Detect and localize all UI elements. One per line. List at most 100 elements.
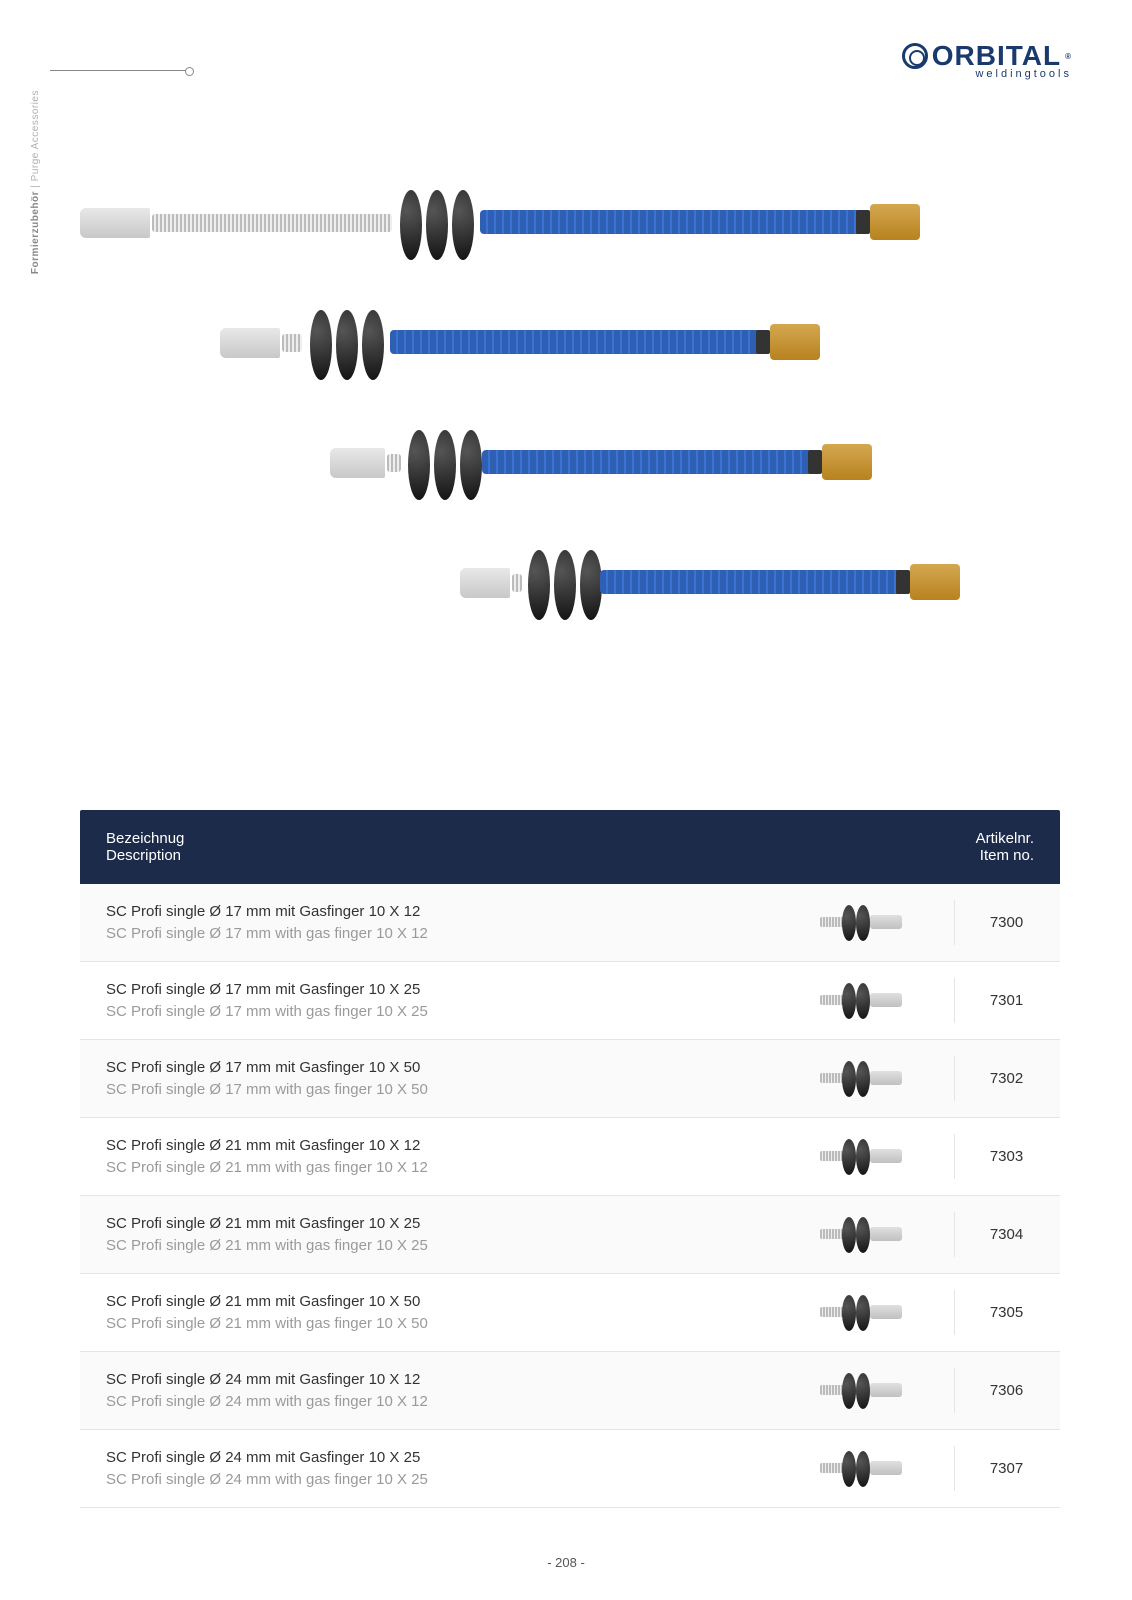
hairline-decoration [50,70,190,71]
row-right: 7303 [820,1134,1034,1179]
desc-en: SC Profi single Ø 17 mm with gas finger … [106,923,428,945]
disc-icon [408,430,430,500]
product-thumb-icon [820,1447,906,1491]
table-row: SC Profi single Ø 17 mm mit Gasfinger 10… [80,884,1060,962]
thumb-spring-icon [820,1073,844,1083]
row-description: SC Profi single Ø 17 mm mit Gasfinger 10… [106,979,428,1023]
row-right: 7300 [820,900,1034,945]
thumb-spring-icon [820,995,844,1005]
row-right: 7301 [820,978,1034,1023]
desc-de: SC Profi single Ø 17 mm mit Gasfinger 10… [106,901,428,923]
table-row: SC Profi single Ø 21 mm mit Gasfinger 10… [80,1196,1060,1274]
side-category-label: Formierzubehör | Purge Accessories [30,90,41,274]
seal-discs-icon [408,430,482,500]
brass-fitting-icon [822,444,872,480]
th-bezeichnung: Bezeichnug [106,830,184,847]
desc-en: SC Profi single Ø 24 mm with gas finger … [106,1391,428,1413]
disc-icon [528,550,550,620]
desc-en: SC Profi single Ø 17 mm with gas finger … [106,1001,428,1023]
side-label-sep: | [30,181,41,191]
thumb-disc-icon [842,1217,856,1253]
thumb-disc-icon [842,1295,856,1331]
thumb-disc-icon [856,1451,870,1487]
table-row: SC Profi single Ø 21 mm mit Gasfinger 10… [80,1274,1060,1352]
disc-icon [310,310,332,380]
disc-icon [554,550,576,620]
desc-en: SC Profi single Ø 24 mm with gas finger … [106,1469,428,1491]
table-header-left: Bezeichnug Description [106,830,184,864]
thumb-diffuser-icon [870,915,902,929]
th-description: Description [106,847,184,864]
logo-registered: ® [1065,52,1072,61]
disc-icon [460,430,482,500]
thumb-disc-icon [842,1139,856,1175]
brass-fitting-icon [870,204,920,240]
row-right: 7305 [820,1290,1034,1335]
row-right: 7304 [820,1212,1034,1257]
thumb-diffuser-icon [870,1461,902,1475]
thumb-disc-icon [856,983,870,1019]
product-table: Bezeichnug Description Artikelnr. Item n… [80,810,1060,1508]
article-number: 7303 [954,1134,1034,1179]
table-row: SC Profi single Ø 17 mm mit Gasfinger 10… [80,962,1060,1040]
row-description: SC Profi single Ø 17 mm mit Gasfinger 10… [106,1057,428,1101]
row-description: SC Profi single Ø 21 mm mit Gasfinger 10… [106,1213,428,1257]
disc-icon [434,430,456,500]
row-description: SC Profi single Ø 17 mm mit Gasfinger 10… [106,901,428,945]
diffuser-icon [80,208,150,238]
thumb-diffuser-icon [870,1071,902,1085]
thumb-disc-icon [856,1217,870,1253]
thumb-spring-icon [820,917,844,927]
brand-logo: ORBITAL ® weldingtools [902,40,1072,80]
thumb-diffuser-icon [870,1305,902,1319]
thumb-disc-icon [856,1061,870,1097]
product-thumb-icon [820,1291,906,1335]
hero-tool-row [80,180,1080,290]
th-itemno: Item no. [976,847,1034,864]
disc-icon [580,550,602,620]
row-description: SC Profi single Ø 24 mm mit Gasfinger 10… [106,1369,428,1413]
desc-en: SC Profi single Ø 17 mm with gas finger … [106,1079,428,1101]
th-artikelnr: Artikelnr. [976,830,1034,847]
page-number: - 208 - [0,1555,1132,1570]
diffuser-icon [460,568,510,598]
desc-de: SC Profi single Ø 24 mm mit Gasfinger 10… [106,1369,428,1391]
article-number: 7306 [954,1368,1034,1413]
table-row: SC Profi single Ø 21 mm mit Gasfinger 10… [80,1118,1060,1196]
logo-subtitle: weldingtools [902,68,1072,80]
spring-icon [387,454,401,472]
thumb-disc-icon [842,1373,856,1409]
row-description: SC Profi single Ø 24 mm mit Gasfinger 10… [106,1447,428,1491]
seal-discs-icon [400,190,474,260]
table-body: SC Profi single Ø 17 mm mit Gasfinger 10… [80,884,1060,1508]
row-description: SC Profi single Ø 21 mm mit Gasfinger 10… [106,1291,428,1335]
thumb-diffuser-icon [870,1227,902,1241]
desc-en: SC Profi single Ø 21 mm with gas finger … [106,1157,428,1179]
row-description: SC Profi single Ø 21 mm mit Gasfinger 10… [106,1135,428,1179]
desc-en: SC Profi single Ø 21 mm with gas finger … [106,1235,428,1257]
product-thumb-icon [820,1135,906,1179]
table-row: SC Profi single Ø 17 mm mit Gasfinger 10… [80,1040,1060,1118]
article-number: 7301 [954,978,1034,1023]
disc-icon [336,310,358,380]
desc-de: SC Profi single Ø 21 mm mit Gasfinger 10… [106,1135,428,1157]
disc-icon [426,190,448,260]
hero-tool-row [80,420,1080,530]
brass-fitting-icon [770,324,820,360]
product-thumb-icon [820,979,906,1023]
gas-hose-icon [600,570,910,594]
thumb-spring-icon [820,1151,844,1161]
row-right: 7302 [820,1056,1034,1101]
article-number: 7307 [954,1446,1034,1491]
desc-de: SC Profi single Ø 21 mm mit Gasfinger 10… [106,1213,428,1235]
desc-de: SC Profi single Ø 17 mm mit Gasfinger 10… [106,979,428,1001]
thumb-spring-icon [820,1385,844,1395]
gas-hose-icon [390,330,770,354]
thumb-disc-icon [842,905,856,941]
diffuser-icon [220,328,280,358]
brass-fitting-icon [910,564,960,600]
thumb-disc-icon [842,1061,856,1097]
desc-de: SC Profi single Ø 17 mm mit Gasfinger 10… [106,1057,428,1079]
article-number: 7300 [954,900,1034,945]
thumb-spring-icon [820,1229,844,1239]
